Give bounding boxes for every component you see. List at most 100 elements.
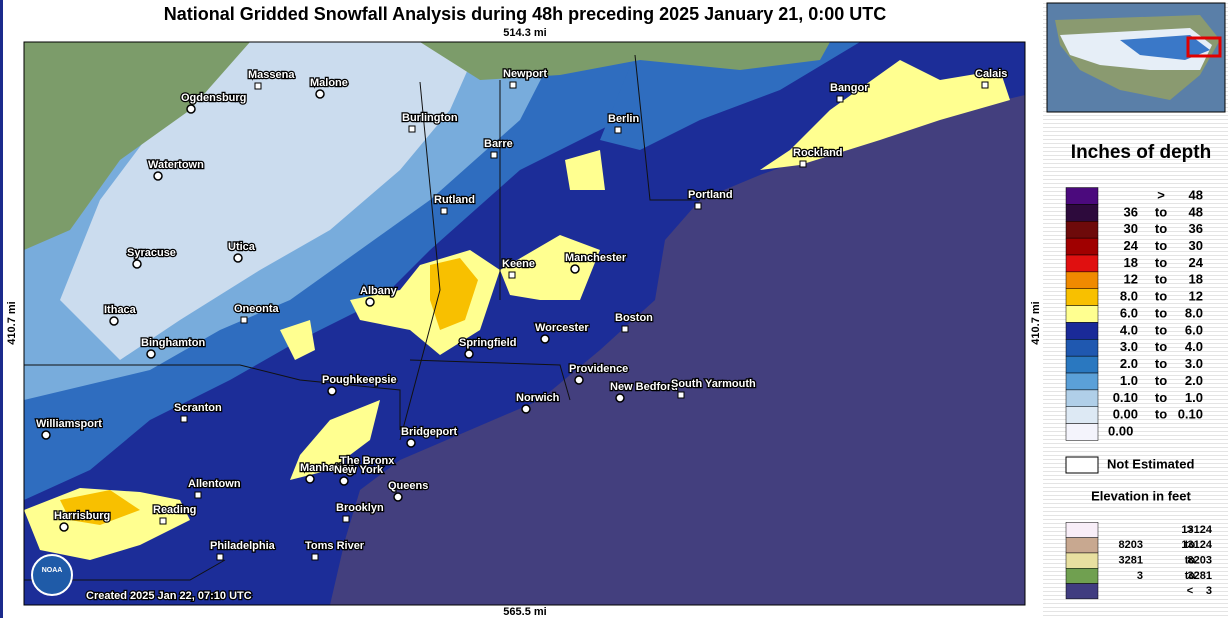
- legend-swatch: [1065, 187, 1099, 205]
- legend-swatch: [1065, 372, 1099, 391]
- legend-label: 30: [1189, 238, 1203, 253]
- snow-heavy: [280, 320, 315, 360]
- snow-heavy: [760, 60, 1010, 170]
- city-labels: Massena Malone Newport Ogdensburg Burlington…: [35, 67, 1009, 561]
- legend-label: 3.0: [1185, 356, 1203, 371]
- city-label: Queens: [388, 480, 428, 492]
- legend-label: 24: [1189, 255, 1204, 270]
- legend-label: to: [1155, 272, 1167, 287]
- legend-swatch: [1065, 568, 1099, 584]
- city-marker: [621, 325, 629, 333]
- legend-label: 30: [1124, 221, 1138, 236]
- legend-label: to: [1185, 539, 1196, 551]
- legend-label: 48: [1189, 187, 1203, 202]
- city-marker: [159, 517, 167, 525]
- city-marker: [509, 81, 517, 89]
- legend-label: to: [1155, 407, 1167, 422]
- city-label: Brooklyn: [336, 502, 384, 514]
- legend-label: to: [1155, 356, 1167, 371]
- legend-swatch: [1065, 552, 1099, 569]
- legend-label: 12: [1124, 272, 1138, 287]
- legend-label: 0.00: [1108, 423, 1133, 438]
- snow-medium: [600, 42, 860, 150]
- legend-label: to: [1155, 305, 1167, 320]
- city-label: Barre: [484, 138, 513, 150]
- city-marker: [311, 553, 319, 561]
- legend-swatch: [1065, 254, 1099, 273]
- legend-label: 24: [1124, 238, 1139, 253]
- legend-swatch: [1065, 355, 1099, 374]
- legend-swatch: [1065, 271, 1099, 289]
- city-label: Burlington: [402, 112, 458, 124]
- city-label: Malone: [310, 77, 348, 89]
- legend-label: Not Estimated: [1107, 456, 1194, 471]
- city-label: Toms River: [305, 540, 365, 552]
- city-marker: [440, 207, 448, 215]
- city-label: Scranton: [174, 402, 222, 414]
- legend-label: 3281: [1119, 555, 1143, 567]
- legend-label: to: [1155, 221, 1167, 236]
- legend-label: 0.10: [1113, 390, 1138, 405]
- city-marker: [981, 81, 989, 89]
- city-marker: [153, 171, 163, 181]
- city-marker: [216, 553, 224, 561]
- city-label: Ithaca: [104, 304, 137, 316]
- legend-label: 12: [1189, 289, 1203, 304]
- city-marker: [614, 126, 622, 134]
- city-marker: [315, 89, 325, 99]
- legend-label: >: [1157, 187, 1165, 202]
- legend-label: 8.0: [1185, 305, 1203, 320]
- city-label: Manchester: [565, 252, 627, 264]
- city-label: New Bedford: [610, 381, 678, 393]
- legend-swatch: [1065, 537, 1099, 554]
- city-label: Bridgeport: [401, 426, 458, 438]
- legend-label: >: [1187, 524, 1193, 536]
- city-label: Albany: [360, 285, 398, 297]
- legend-label: to: [1155, 289, 1167, 304]
- city-marker: [186, 104, 196, 114]
- city-label: Poughkeepsie: [322, 374, 397, 386]
- city-marker: [836, 95, 844, 103]
- city-label: Berlin: [608, 113, 639, 125]
- city-marker: [194, 491, 202, 499]
- snow-heavy: [290, 400, 380, 480]
- city-label: Boston: [615, 312, 653, 324]
- legend-label: 13124: [1181, 524, 1212, 536]
- city-marker: [180, 415, 188, 423]
- legend-swatch: [1065, 456, 1099, 474]
- legend-label: 2.0: [1120, 356, 1138, 371]
- city-label: Portland: [688, 189, 733, 201]
- legend-label: to: [1155, 373, 1167, 388]
- legend-label: 36: [1124, 204, 1138, 219]
- city-label: Massena: [248, 69, 295, 81]
- legend-label: to: [1155, 339, 1167, 354]
- legend-label: 36: [1189, 221, 1203, 236]
- borders: [24, 54, 700, 581]
- city-label: Norwich: [516, 392, 560, 404]
- legend-label: 0.10: [1178, 407, 1203, 422]
- city-marker: [59, 522, 69, 532]
- city-label: Binghamton: [141, 337, 205, 349]
- snow-heavy: [500, 235, 600, 300]
- city-marker: [540, 334, 550, 344]
- scale-label: 514.3 mi: [503, 27, 546, 39]
- legend-label: <: [1187, 585, 1193, 597]
- legend-rows: >48 36 to 48 30 to 36 24 to 30 18 to 24 12 to 18 8.0 to 12…: [1065, 187, 1204, 441]
- legend-label: 6.0: [1185, 322, 1203, 337]
- scale-label: 410.7 mi: [6, 301, 18, 344]
- city-label: New York: [334, 464, 384, 476]
- left-border: [0, 0, 3, 618]
- city-label: Watertown: [148, 159, 204, 171]
- city-marker: [508, 271, 516, 279]
- city-marker: [233, 253, 243, 263]
- city-marker: [521, 404, 531, 414]
- city-marker: [345, 467, 355, 477]
- city-marker: [327, 386, 337, 396]
- city-label: Ogdensburg: [181, 92, 246, 104]
- map-frame: [23, 41, 1026, 606]
- legend-swatch: [1065, 583, 1099, 600]
- city-label: Reading: [153, 504, 196, 516]
- snow-heavy: [60, 490, 140, 525]
